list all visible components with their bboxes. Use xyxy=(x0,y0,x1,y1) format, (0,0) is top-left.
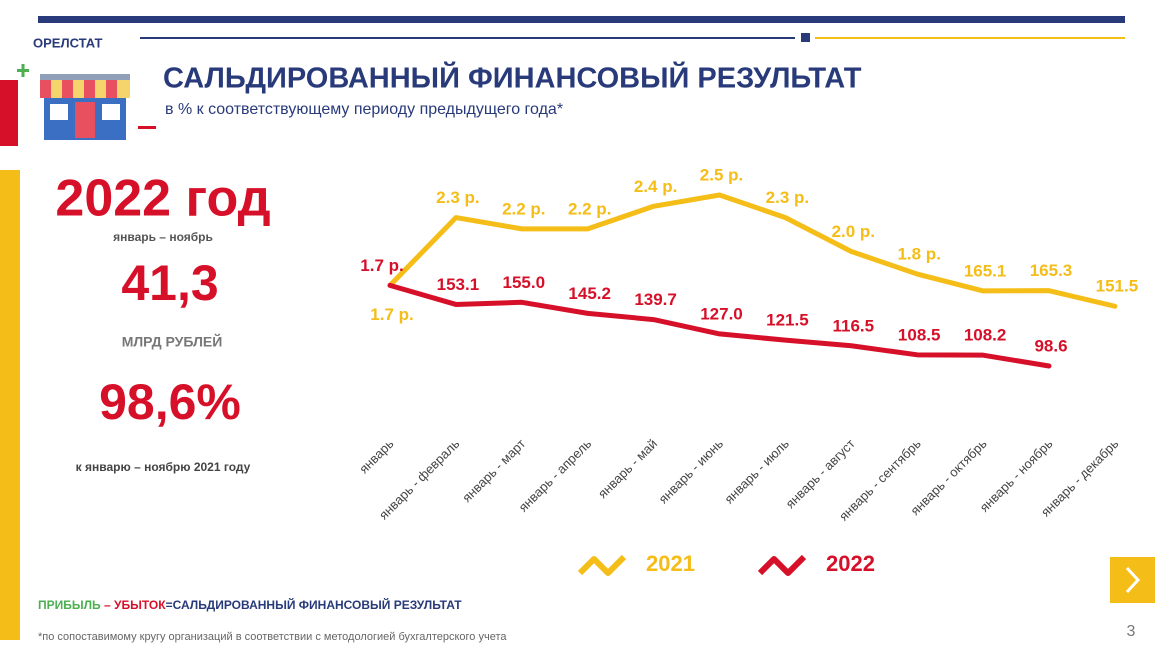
series-line xyxy=(387,282,1052,369)
legend-label: 2022 xyxy=(826,551,875,576)
next-button[interactable] xyxy=(1110,557,1155,603)
accent-yellow xyxy=(0,170,20,640)
data-label: 2.3 р. xyxy=(766,188,809,207)
x-tick-label: январь - июль xyxy=(721,436,792,507)
data-label: 98.6 xyxy=(1034,336,1067,355)
data-label: 2.3 р. xyxy=(436,188,479,207)
x-tick-label: январь - август xyxy=(783,436,858,511)
summary-unit: МЛРД РУБЛЕЙ xyxy=(122,333,223,350)
data-label: 108.2 xyxy=(964,326,1007,345)
summary-amount: 41,3 xyxy=(121,255,218,311)
data-label: 1.7 р. xyxy=(370,305,413,324)
data-label: 108.5 xyxy=(898,325,941,344)
data-label: 153.1 xyxy=(437,275,480,294)
top-bar xyxy=(38,16,1125,23)
accent-red xyxy=(0,80,18,146)
data-label: 2.0 р. xyxy=(832,222,875,241)
summary-year: 2022 год xyxy=(55,170,270,228)
x-tick-label: январь - март xyxy=(459,436,528,505)
data-label: 155.0 xyxy=(503,273,546,292)
data-label: 2.2 р. xyxy=(502,199,545,218)
rule-navy xyxy=(140,37,795,39)
x-tick-label: январь xyxy=(356,436,397,477)
x-tick-label: январь - июнь xyxy=(656,436,727,507)
data-label: 139.7 xyxy=(634,290,677,309)
data-label: 1.8 р. xyxy=(897,245,940,264)
data-label: 2.5 р. xyxy=(700,165,743,184)
store-icon xyxy=(17,64,156,140)
data-label: 2.4 р. xyxy=(634,177,677,196)
formula-equals: = xyxy=(165,598,173,612)
legend-icon xyxy=(577,554,627,576)
data-label: 127.0 xyxy=(700,304,743,323)
formula-minus: – xyxy=(104,598,111,612)
data-label: 2.2 р. xyxy=(568,199,611,218)
formula-loss: УБЫТОК xyxy=(114,598,166,612)
summary-period: январь – ноябрь xyxy=(113,230,213,244)
footnote: *по сопоставимому кругу организаций в со… xyxy=(38,631,507,643)
page-number: 3 xyxy=(1127,623,1136,640)
data-label: 145.2 xyxy=(568,284,611,303)
next-arrow[interactable] xyxy=(1125,566,1141,594)
legend-label: 2021 xyxy=(646,551,695,576)
summary-comparison: к январю – ноябрю 2021 году xyxy=(76,460,251,474)
next-button-bg[interactable] xyxy=(1110,557,1155,603)
subtitle: в % к соответствующему периоду предыдуще… xyxy=(165,101,563,118)
data-label: 165.1 xyxy=(964,261,1007,280)
data-label: 1.7 р. xyxy=(360,256,403,275)
x-tick-label: январь - май xyxy=(595,436,660,501)
legend-icon xyxy=(757,554,807,576)
summary-percent: 98,6% xyxy=(99,374,241,430)
rule-square xyxy=(801,33,810,42)
x-tick-label: январь - апрель xyxy=(515,436,594,515)
org-name: ОРЕЛСТАТ xyxy=(33,35,103,50)
data-label: 121.5 xyxy=(766,311,809,330)
data-label: 116.5 xyxy=(832,316,874,335)
series-line xyxy=(387,192,1118,309)
title: САЛЬДИРОВАННЫЙ ФИНАНСОВЫЙ РЕЗУЛЬТАТ xyxy=(163,61,862,95)
formula: ПРИБЫЛЬ – УБЫТОК=САЛЬДИРОВАННЫЙ ФИНАНСОВ… xyxy=(38,598,462,612)
data-label: 165.3 xyxy=(1030,261,1073,280)
data-label: 151.5 xyxy=(1096,277,1139,296)
formula-result: САЛЬДИРОВАННЫЙ ФИНАНСОВЫЙ РЕЗУЛЬТАТ xyxy=(172,598,462,612)
formula-profit: ПРИБЫЛЬ xyxy=(38,598,101,612)
rule-yellow xyxy=(815,37,1125,39)
